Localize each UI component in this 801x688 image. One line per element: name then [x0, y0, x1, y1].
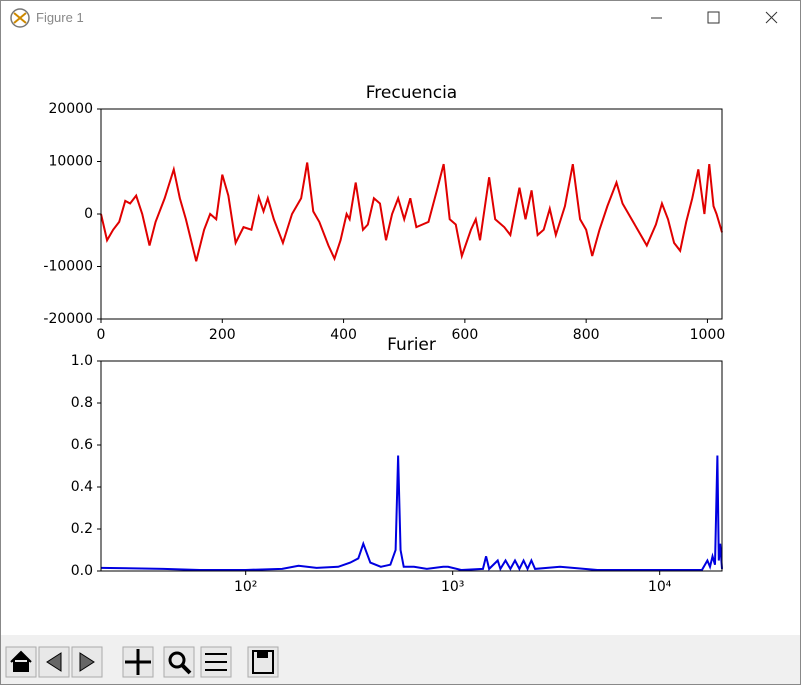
app-icon — [10, 8, 30, 28]
back-button[interactable] — [38, 646, 70, 678]
x-tick-label: 800 — [573, 327, 600, 343]
x-tick-label: 600 — [452, 327, 479, 343]
x-tick-label: 0 — [97, 327, 106, 343]
axes-frame — [100, 360, 723, 572]
zoom-button[interactable] — [163, 646, 195, 678]
app-icon-mark — [13, 12, 27, 24]
toolbar — [1, 635, 800, 684]
y-tick-label: 20000 — [48, 101, 93, 117]
close-button[interactable] — [765, 11, 778, 24]
y-tick-label: -10000 — [43, 259, 93, 275]
chart-title: Frecuencia — [366, 83, 457, 103]
y-tick-label: -20000 — [43, 311, 93, 327]
chart-title: Furier — [387, 335, 436, 355]
home-button[interactable] — [5, 646, 37, 678]
pan-button[interactable] — [122, 646, 154, 678]
x-tick-label: 10² — [234, 579, 257, 595]
x-tick-label: 10⁴ — [648, 579, 672, 595]
y-tick-label: 0.6 — [71, 437, 93, 453]
y-tick-label: 10000 — [48, 154, 93, 170]
y-tick-label: 0.0 — [71, 563, 93, 579]
window-title: Figure 1 — [36, 10, 84, 25]
title-bar: Figure 1 — [1, 1, 800, 35]
data-line — [100, 162, 723, 262]
toolbar-icons — [5, 646, 279, 678]
forward-button[interactable] — [71, 646, 103, 678]
y-tick-label: 1.0 — [71, 353, 93, 369]
y-tick-label: 0.8 — [71, 395, 93, 411]
save-button[interactable] — [247, 646, 279, 678]
axes-frame — [100, 108, 723, 320]
y-tick-label: 0.2 — [71, 521, 93, 537]
x-tick-label: 1000 — [690, 327, 726, 343]
title-bar-icons — [10, 8, 778, 28]
data-line — [100, 455, 723, 572]
x-tick-label: 400 — [330, 327, 357, 343]
maximize-button[interactable] — [707, 11, 720, 24]
x-tick-label: 10³ — [441, 579, 464, 595]
y-tick-label: 0.4 — [71, 479, 93, 495]
figure: Frecuencia -20000 -10000 0 10000 20000 0 200 400… — [43, 83, 726, 595]
y-tick-label: 0 — [84, 206, 93, 222]
x-tick-label: 200 — [209, 327, 236, 343]
configure-button[interactable] — [200, 646, 232, 678]
